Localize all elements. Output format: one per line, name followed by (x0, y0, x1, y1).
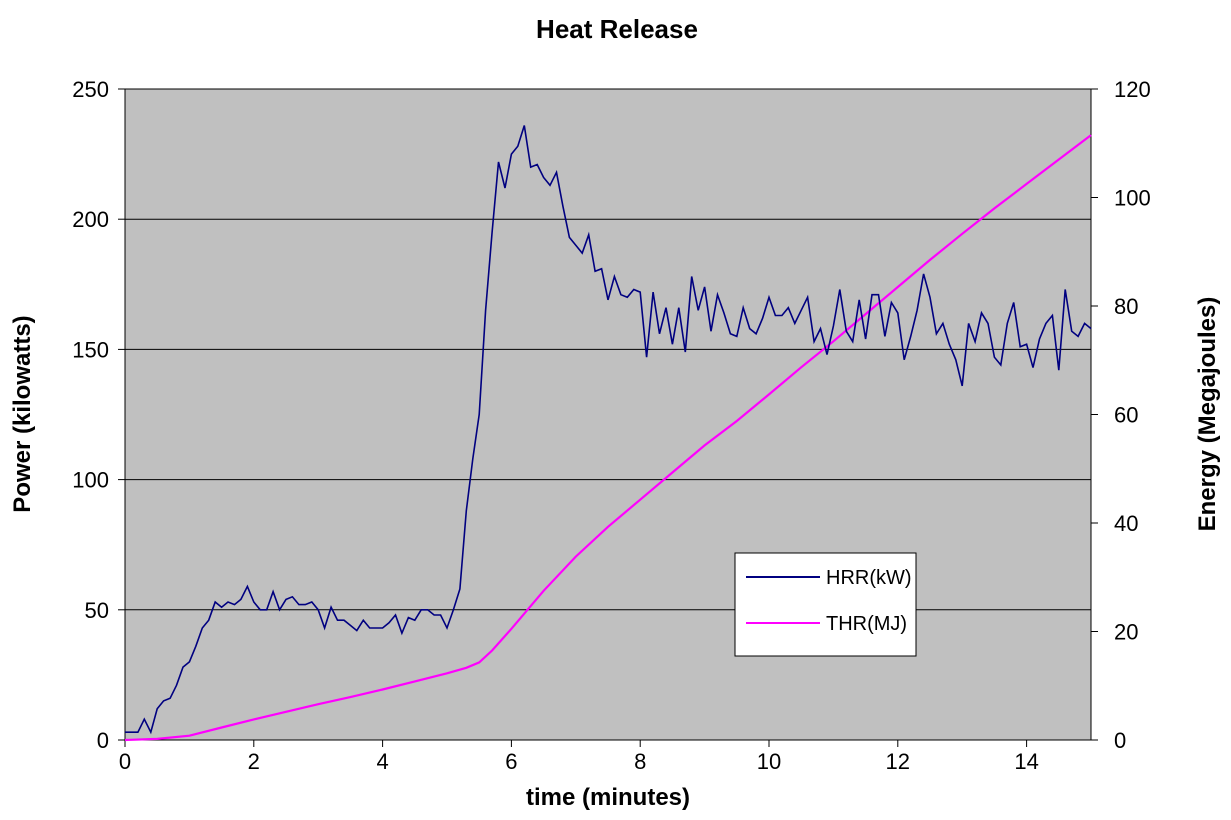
right-tick-label: 120 (1114, 77, 1151, 102)
legend-label-thr: THR(MJ) (826, 613, 907, 635)
series-line-thr (124, 134, 1092, 742)
left-tick-label: 200 (72, 207, 109, 232)
x-tick-label: 10 (757, 749, 781, 774)
left-axis: 0 50 100 150 200 250 (72, 77, 125, 753)
left-tick-label: 50 (85, 598, 109, 623)
legend: HRR(kW) THR(MJ) (734, 552, 917, 657)
left-tick-label: 150 (72, 337, 109, 362)
x-axis: 0 2 4 6 8 10 12 14 (119, 740, 1039, 774)
x-tick-label: 0 (119, 749, 131, 774)
x-axis-label: time (minutes) (526, 784, 690, 811)
left-tick-label: 250 (72, 77, 109, 102)
legend-label-hrr: HRR(kW) (826, 567, 912, 589)
legend-box (734, 552, 917, 657)
right-tick-label: 60 (1114, 403, 1138, 428)
right-tick-label: 0 (1114, 728, 1126, 753)
x-tick-label: 4 (376, 749, 388, 774)
x-tick-label: 8 (634, 749, 646, 774)
left-tick-label: 0 (97, 728, 109, 753)
x-tick-label: 2 (248, 749, 260, 774)
series-line-hrr (125, 125, 1092, 735)
right-tick-label: 20 (1114, 620, 1138, 645)
left-tick-label: 100 (72, 468, 109, 493)
plot-area (124, 88, 1092, 741)
x-tick-label: 12 (886, 749, 910, 774)
y-axis-right-label: Energy (Megajoules) (1194, 297, 1221, 532)
gridlines (125, 218, 1091, 611)
chart-title: Heat Release (536, 14, 698, 44)
y-axis-left-label: Power (kilowatts) (9, 315, 36, 512)
x-tick-label: 6 (505, 749, 517, 774)
right-tick-label: 40 (1114, 511, 1138, 536)
right-tick-label: 100 (1114, 186, 1151, 211)
x-tick-label: 14 (1014, 749, 1038, 774)
right-axis: 0 20 40 60 80 100 120 (1091, 77, 1151, 753)
right-tick-label: 80 (1114, 294, 1138, 319)
